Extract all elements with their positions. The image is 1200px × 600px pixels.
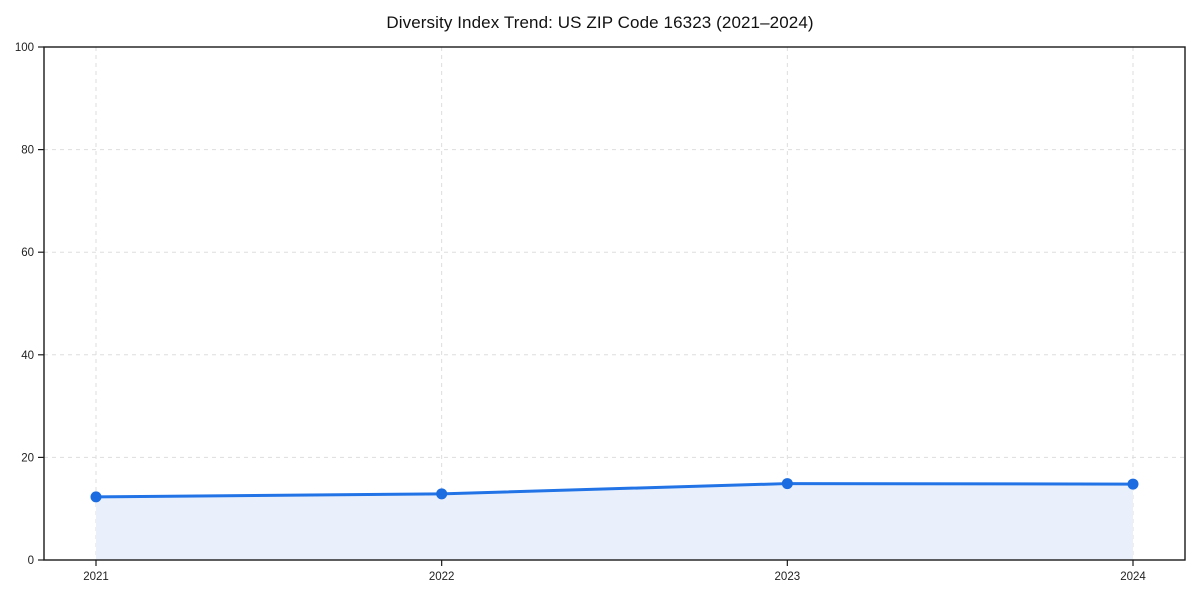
area-fill (96, 483, 1133, 560)
x-tick-label: 2022 (429, 571, 455, 583)
y-tick-label: 60 (21, 247, 34, 259)
data-point-marker (436, 488, 448, 500)
series-line (94, 482, 1135, 499)
data-point-marker (781, 478, 793, 490)
x-tick-label: 2024 (1120, 571, 1146, 583)
x-tick-label: 2023 (775, 571, 801, 583)
y-tick-label: 0 (28, 555, 34, 567)
plot-border (43, 46, 1186, 561)
y-tick-label: 100 (15, 42, 34, 54)
y-tick-label: 80 (21, 145, 34, 157)
chart-title: Diversity Index Trend: US ZIP Code 16323… (386, 13, 814, 32)
y-tick-label: 40 (21, 350, 34, 362)
data-point-marker (90, 491, 102, 503)
y-tick-label: 20 (21, 452, 34, 464)
data-point-marker (1127, 478, 1139, 490)
x-tick-label: 2021 (83, 571, 109, 583)
